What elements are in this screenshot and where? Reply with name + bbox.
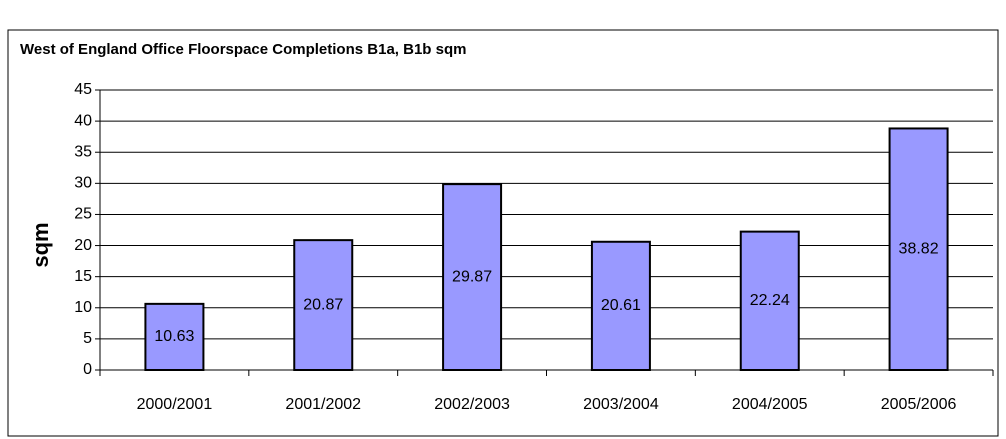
x-tick-label: 2004/2005 [732,396,808,413]
y-tick-label: 15 [74,268,92,285]
bar [739,230,800,371]
chart-border [7,29,999,437]
data-label: 22.24 [750,292,790,309]
y-tick-label: 35 [74,143,92,160]
data-label: 29.87 [452,268,492,285]
data-label: 10.63 [154,328,194,345]
y-tick-label: 40 [74,112,92,129]
bar [293,239,354,371]
x-tick-label: 2005/2006 [881,396,957,413]
y-tick-label: 30 [74,175,92,192]
y-axis-label: sqm [28,222,53,267]
bar [144,302,205,372]
chart-title: West of England Office Floorspace Comple… [20,41,466,58]
x-tick-label: 2001/2002 [285,396,361,413]
bar [442,183,503,371]
y-tick-label: 10 [74,299,92,316]
x-tick-label: 2003/2004 [583,396,659,413]
data-label: 20.87 [303,296,343,313]
y-tick-label: 20 [74,237,92,254]
x-tick-label: 2002/2003 [434,396,510,413]
bar [590,240,651,371]
data-label: 38.82 [899,240,939,257]
y-tick-label: 25 [74,206,92,223]
y-tick-label: 0 [83,361,92,378]
bar [888,127,949,371]
x-tick-label: 2000/2001 [137,396,213,413]
data-label: 20.61 [601,297,641,314]
y-tick-label: 5 [83,330,92,347]
y-tick-label: 45 [74,81,92,98]
